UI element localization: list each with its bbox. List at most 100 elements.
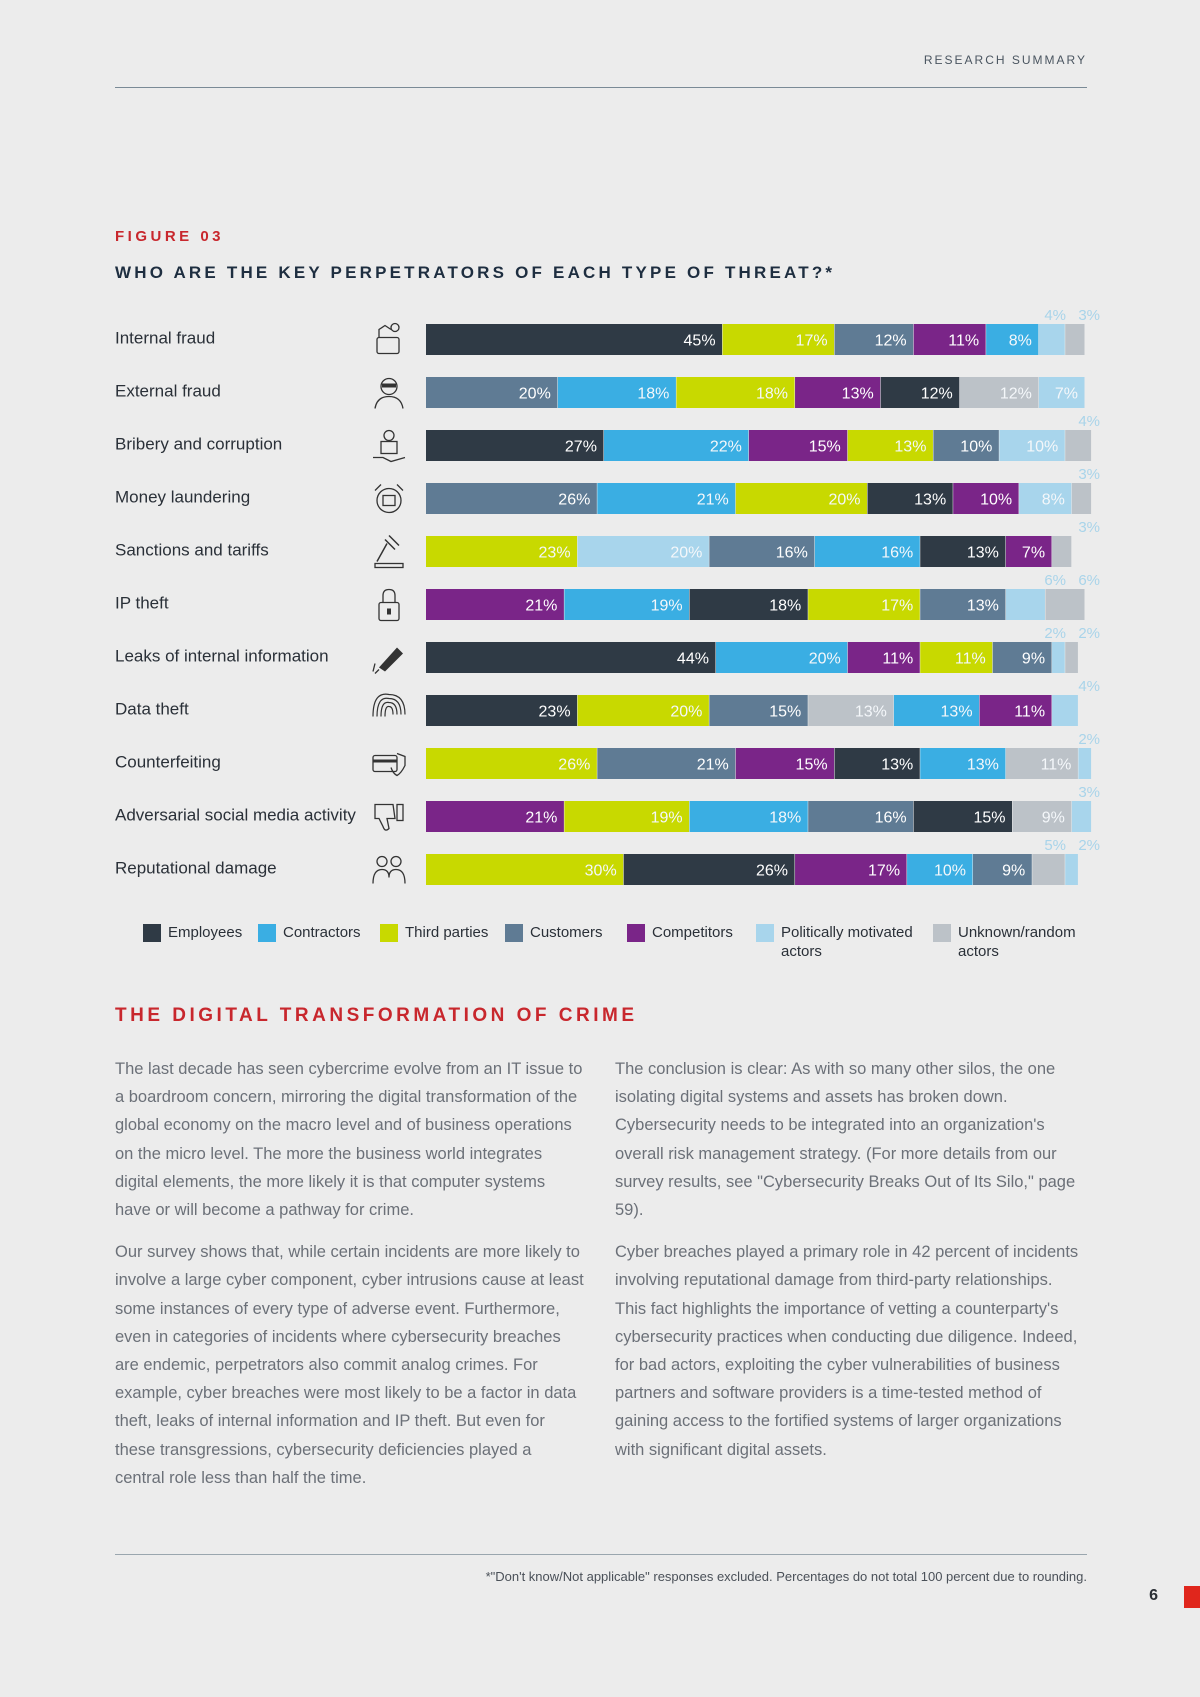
data-label: 13% (894, 439, 926, 456)
category-label: Sanctions and tariffs (115, 541, 269, 560)
usb-leak-icon (372, 647, 403, 674)
bar-segment-contractors (893, 695, 980, 726)
data-label-small: 3% (1078, 307, 1100, 324)
category-label: Bribery and corruption (115, 435, 282, 454)
bar-segment-customers (972, 854, 1032, 885)
legend-swatch (143, 924, 161, 942)
body-paragraph: The last decade has seen cybercrime evol… (115, 1060, 583, 1220)
bar-segment-unknown-random-actors (959, 377, 1039, 408)
bar-segment-competitors (913, 324, 986, 355)
bar-segment-politically-motivated-actors (1071, 801, 1092, 832)
data-label: 18% (637, 386, 669, 403)
legend-label: Politically motivated actors (781, 924, 913, 960)
body-paragraph: Cyber breaches played a primary role in … (615, 1243, 1079, 1459)
data-label: 13% (842, 386, 874, 403)
data-label: 21% (525, 598, 557, 615)
data-label: 12% (921, 386, 953, 403)
legend-swatch (627, 924, 645, 942)
data-label: 11% (955, 651, 986, 668)
data-label: 15% (769, 704, 801, 721)
data-label: 17% (868, 863, 900, 880)
body-column-left: The last decade has seen cybercrime evol… (115, 1055, 585, 1506)
category-label: IP theft (115, 594, 169, 613)
data-label: 15% (973, 810, 1005, 827)
bar-segment-unknown-random-actors (808, 695, 894, 726)
data-label: 26% (756, 863, 788, 880)
bar-segment-competitors (795, 377, 881, 408)
category-label: External fraud (115, 382, 221, 401)
bar-segment-contractors (715, 642, 848, 673)
bar-segment-customers (426, 377, 558, 408)
bar-segment-competitors (426, 589, 564, 620)
bar-segment-third-parties (808, 589, 920, 620)
category-label: Leaks of internal information (115, 647, 329, 666)
bar-segment-employees (867, 483, 953, 514)
bar-segment-third-parties (426, 854, 624, 885)
data-label: 16% (875, 810, 907, 827)
bar-segment-competitors (735, 748, 835, 779)
money-wash-icon (374, 484, 404, 514)
bar-segment-unknown-random-actors (1032, 854, 1065, 885)
bar-segment-competitors (748, 430, 848, 461)
bar-segment-contractors (920, 748, 1006, 779)
bar-segment-competitors (847, 642, 920, 673)
category-label: Counterfeiting (115, 753, 221, 772)
data-label: 8% (1042, 492, 1065, 509)
bar-segment-customers (834, 324, 914, 355)
legend-item-politically-motivated-actors: Politically motivated actors (756, 923, 913, 961)
data-label: 11% (882, 651, 913, 668)
data-label-small: 3% (1078, 784, 1100, 801)
bar-segment-politically-motivated-actors (1038, 377, 1085, 408)
data-label-small: 6% (1044, 572, 1066, 589)
legend-item-customers: Customers (505, 923, 603, 942)
bar-segment-unknown-random-actors (1052, 536, 1072, 567)
bar-segment-third-parties (847, 430, 933, 461)
figure-number: FIGURE 03 (115, 228, 225, 245)
data-label: 13% (967, 598, 999, 615)
data-label-small: 2% (1078, 837, 1100, 854)
bar-segment-unknown-random-actors (1071, 483, 1092, 514)
bar-segment-employees (834, 748, 920, 779)
people-group-icon (372, 855, 406, 884)
category-label: Reputational damage (115, 859, 277, 878)
category-label: Data theft (115, 700, 189, 719)
bar-segment-customers (808, 801, 914, 832)
bar-segment-employees (623, 854, 795, 885)
data-label: 20% (670, 545, 702, 562)
body-paragraph: Our survey shows that, while certain inc… (115, 1243, 584, 1487)
bar-segment-contractors (564, 589, 690, 620)
data-label: 19% (651, 810, 683, 827)
legend-item-third-parties: Third parties (380, 923, 488, 942)
data-label: 21% (525, 810, 557, 827)
bar-segment-competitors (1005, 536, 1052, 567)
data-label-small: 3% (1078, 466, 1100, 483)
bar-segment-contractors (986, 324, 1039, 355)
bar-segment-third-parties (426, 748, 597, 779)
data-label: 11% (948, 333, 979, 350)
bar-segment-customers (709, 695, 808, 726)
data-label: 26% (558, 757, 590, 774)
bar-segment-employees (426, 430, 604, 461)
thumbs-down-icon (374, 803, 404, 831)
body-paragraph: The conclusion is clear: As with so many… (615, 1060, 1076, 1220)
data-label: 13% (941, 704, 973, 721)
data-label: 18% (769, 810, 801, 827)
bar-segment-employees (913, 801, 1013, 832)
data-label: 13% (967, 545, 999, 562)
data-label-small: 4% (1078, 413, 1100, 430)
data-label: 22% (710, 439, 742, 456)
data-label-small: 6% (1078, 572, 1100, 589)
legend-label: Customers (530, 924, 603, 941)
bar-segment-employees (426, 642, 716, 673)
legend-label: Third parties (405, 924, 489, 941)
data-label-small: 2% (1078, 731, 1100, 748)
legend-swatch (380, 924, 398, 942)
bar-segment-unknown-random-actors (1012, 801, 1072, 832)
bar-segment-politically-motivated-actors (1005, 589, 1045, 620)
bar-segment-customers (992, 642, 1052, 673)
data-label: 20% (828, 492, 860, 509)
data-label-small: 4% (1078, 678, 1100, 695)
legend-swatch (505, 924, 523, 942)
chart-legend: Employees Contractors Third parties Custome… (143, 923, 1093, 967)
data-label: 10% (960, 439, 992, 456)
